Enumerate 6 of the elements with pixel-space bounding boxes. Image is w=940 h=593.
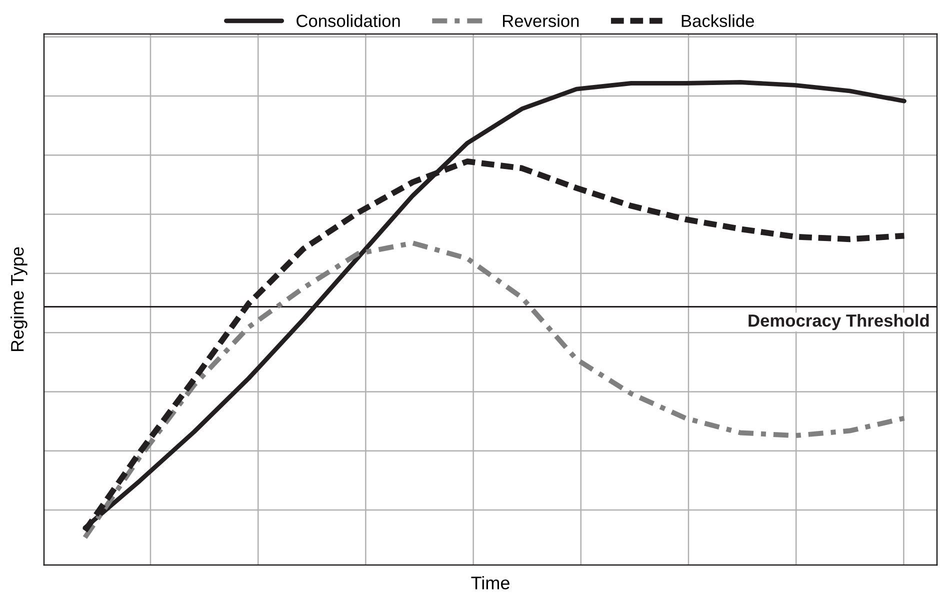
legend-label: Backslide	[682, 14, 754, 28]
ref-line-label: Democracy Threshold	[748, 314, 929, 330]
legend-label: Reversion	[503, 14, 579, 28]
x-axis-title: Time	[471, 576, 510, 590]
legend-label: Consolidation	[296, 14, 400, 28]
y-axis-title: Regime Type	[10, 247, 28, 352]
